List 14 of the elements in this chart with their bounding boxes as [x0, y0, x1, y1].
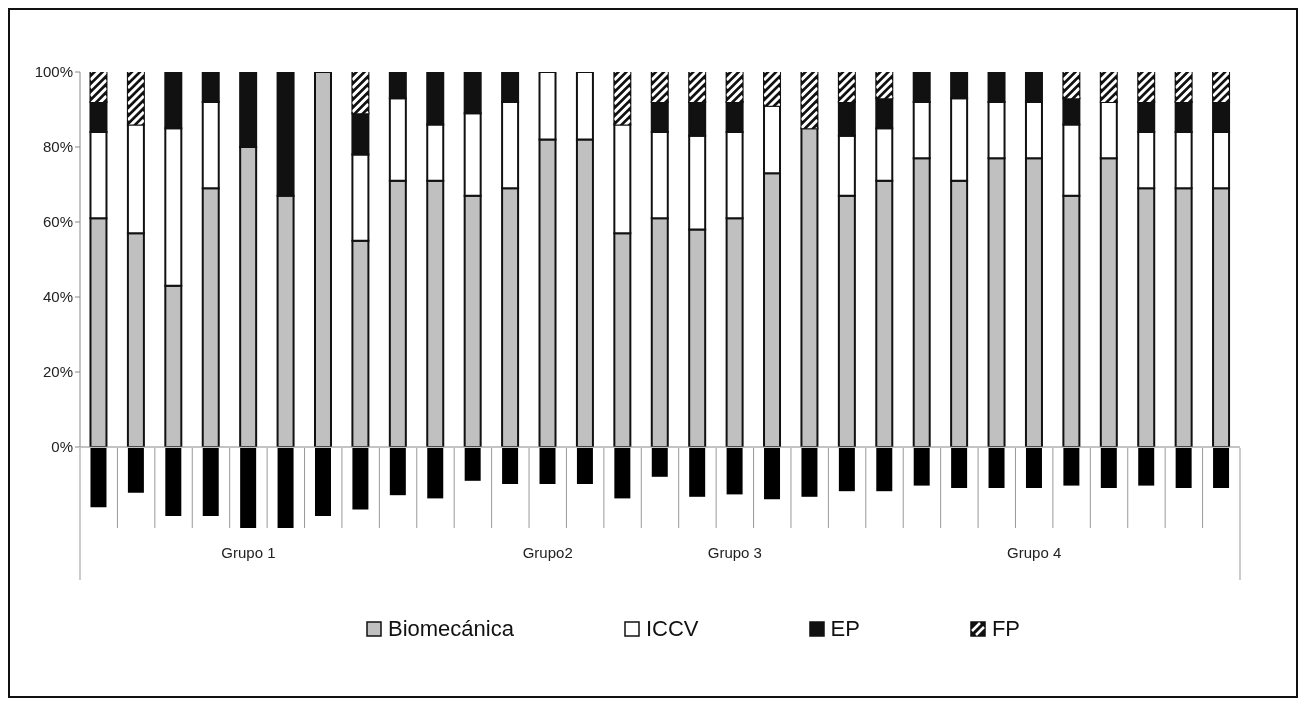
y-tick-label: 60%	[42, 213, 73, 231]
y-tick-label: 0%	[51, 438, 73, 456]
y-tick-label: 80%	[42, 138, 73, 156]
y-tick-label: 100%	[34, 63, 73, 81]
legend-label: Biomecánica	[388, 616, 514, 642]
y-tick-label: 20%	[42, 363, 73, 381]
x-tick-label: Grupo 1	[221, 544, 276, 561]
legend-label: FP	[991, 616, 1020, 642]
x-tick-label: Grupo 4	[1007, 544, 1062, 561]
x-tick-label: Grupo2	[522, 544, 573, 561]
legend-label: ICCV	[645, 616, 699, 642]
y-tick-label: 40%	[42, 288, 73, 306]
x-tick-label: Grupo 3	[707, 544, 762, 561]
legend-label: EP	[830, 616, 860, 642]
